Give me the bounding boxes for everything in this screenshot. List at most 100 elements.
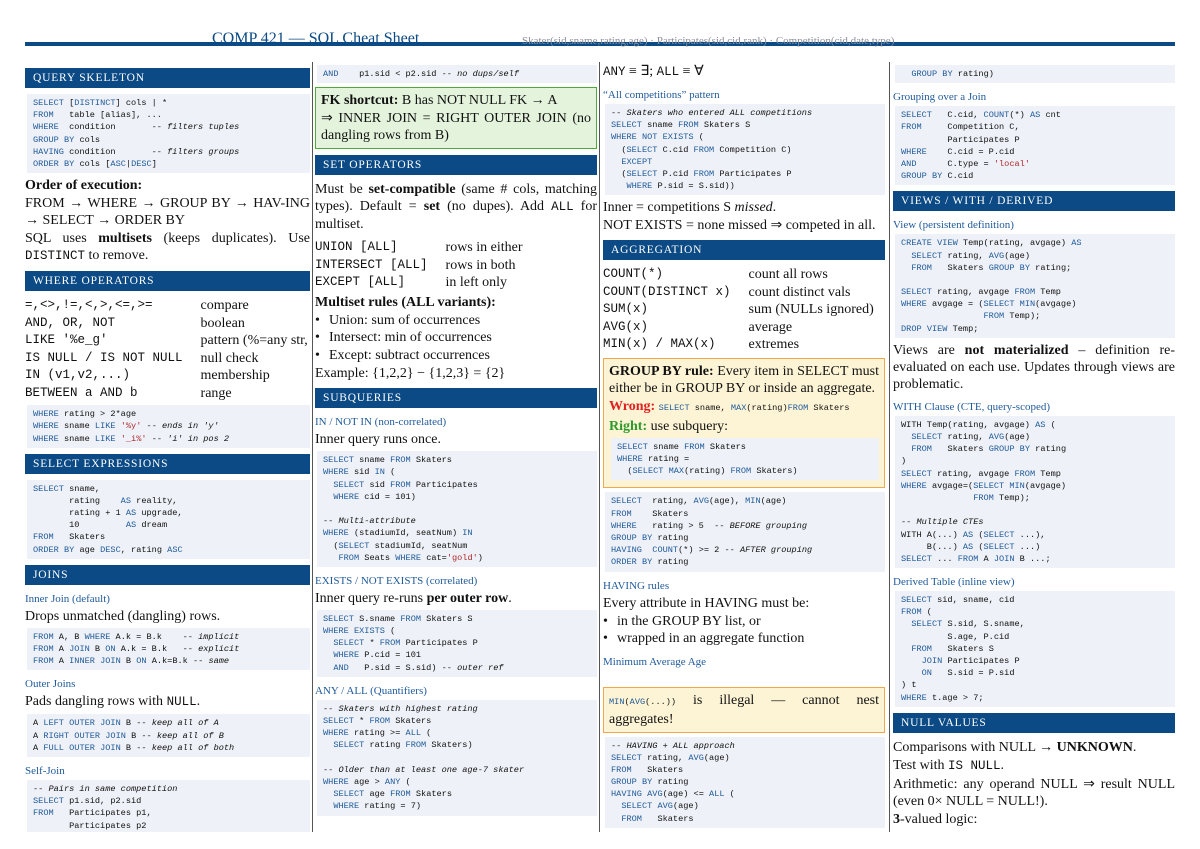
- paragraph: Arithmetic: any operand NULL ⇒ result NU…: [893, 776, 1175, 810]
- code-line: SELECT [DISTINCT] cols | *: [33, 98, 168, 108]
- code-line: ): [901, 456, 907, 467]
- text-segment: .: [1132, 739, 1137, 755]
- section-header-query-skeleton: QUERY SKELETON: [25, 68, 310, 88]
- subheading: WITH Clause (CTE, query-scoped): [893, 400, 1051, 413]
- code-line: [901, 504, 1169, 516]
- bullet-list: • Union: sum of occurrences • Intersect: mi…: [315, 312, 597, 365]
- text-segment: not materialized: [964, 342, 1069, 358]
- code-line: FROM Skaters: [611, 764, 684, 775]
- code-line: rating AS reality,: [33, 495, 178, 506]
- code-line: [323, 503, 591, 515]
- table-cell-syntax: MIN(x) / MAX(x): [603, 337, 716, 352]
- code-line: AND C.type = 'local': [901, 158, 1030, 169]
- subheading: Inner Join (default): [25, 592, 110, 605]
- code-line: [323, 752, 591, 764]
- code-block: GROUP BY rating): [895, 65, 1175, 84]
- column-divider: [599, 62, 600, 832]
- code-block: -- HAVING + ALL approach SELECT rating, A…: [605, 736, 885, 828]
- column-1: QUERY SKELETON SELECT [DISTINCT] cols | *…: [25, 62, 310, 832]
- subheading: IN / NOT IN (non-correlated): [315, 416, 447, 429]
- code-line: ORDER BY cols [ASC|DESC]: [33, 158, 157, 169]
- text-segment: Union: sum of occurrences: [329, 312, 481, 328]
- code-line: SELECT p1.sid, p2.sid: [33, 796, 142, 807]
- table-cell-meaning: in left only: [445, 275, 507, 291]
- code-line: JOIN Participates P: [921, 656, 1020, 666]
- text-segment: ANY: [603, 65, 626, 79]
- column-divider: [312, 62, 313, 832]
- bullet-icon: •: [315, 347, 320, 363]
- code-line: EXCEPT: [621, 156, 653, 167]
- code-line: FROM Seats WHERE cat='gold'): [338, 552, 483, 563]
- paragraph: NOT EXISTS = none missed ⇒ competed in a…: [603, 217, 885, 234]
- code-line: WHERE condition -- filters tuples: [33, 122, 240, 133]
- code-line: FROM table [alias], ...: [33, 110, 162, 121]
- code-line: WHERE t.age > 7;: [901, 692, 984, 703]
- code-line: SELECT C.cid, COUNT(*) AS cnt: [901, 110, 1061, 121]
- text-segment: Order of execution:: [25, 178, 143, 194]
- code-line: -- Multi-attribute: [323, 516, 416, 527]
- code-line: SELECT S.sname FROM Skaters S: [323, 613, 473, 624]
- paragraph: Every attribute in HAVING must be:: [603, 595, 885, 612]
- text-segment: use subquery:: [647, 418, 729, 434]
- code-block: SELECT sid, sname, cid FROM ( SELECT S.si…: [895, 591, 1175, 707]
- text-segment: – definition re-evaluated on each use. U…: [893, 342, 1175, 392]
- code-line: FROM Participates p1,: [33, 808, 152, 819]
- code-line: WITH Temp(rating, avgage) AS (: [901, 419, 1056, 430]
- code-line: WHERE rating > 2*age: [33, 409, 137, 420]
- paragraph: FK shortcut: B has NOT NULL FK → A: [321, 92, 591, 109]
- code-line: FROM Competition C,: [901, 122, 1020, 133]
- code-line: WHERE rating > 5 -- BEFORE grouping: [611, 520, 807, 531]
- list-item: • wrapped in an aggregate function: [603, 630, 885, 648]
- text-segment: SQL uses: [25, 231, 99, 247]
- code-line: SELECT AVG(age): [621, 801, 699, 812]
- text-segment: Right:: [609, 418, 648, 434]
- code-line: FROM A INNER JOIN B ON A.k=B.k -- same: [33, 656, 230, 667]
- code-block: SELECT sname FROM Skaters WHERE sid IN ( …: [317, 451, 597, 567]
- code-block: AND p1.sid < p2.sid -- no dups/self: [317, 65, 597, 84]
- code-line: Participates P: [901, 134, 1020, 145]
- text-segment: Drops unmatched (dangling) rows.: [25, 608, 221, 624]
- table-cell-meaning: count distinct vals: [748, 284, 851, 300]
- table-cell-syntax: AND, OR, NOT: [25, 315, 116, 330]
- text-segment: set: [423, 199, 441, 215]
- paragraph: ⇒ INNER JOIN = RIGHT OUTER JOIN (no dang…: [321, 110, 591, 144]
- code-line: FROM Skaters: [611, 508, 689, 519]
- code-line: SELECT rating, AVG(age), MIN(age): [611, 496, 787, 507]
- table-cell-meaning: average: [748, 319, 793, 335]
- code-line: SELECT rating, AVG(age): [611, 752, 730, 763]
- table-cell-syntax: SUM(x): [603, 302, 649, 317]
- text-segment: (no dupes). Add: [440, 199, 552, 215]
- bullet-icon: •: [315, 312, 320, 328]
- code-block: SELECT C.cid, COUNT(*) AS cnt FROM Compet…: [895, 106, 1175, 186]
- code-line: WHERE age > ANY (: [323, 776, 411, 787]
- bullet-icon: •: [603, 631, 608, 646]
- code-line: SELECT sname,: [33, 483, 101, 494]
- code-line: ORDER BY age DESC, rating ASC: [33, 544, 183, 555]
- code-line: Participates p2: [33, 820, 147, 831]
- subheading: Self-Join: [25, 764, 65, 777]
- code-line: FROM (: [901, 607, 932, 618]
- column-divider: [889, 62, 890, 832]
- text-segment: (keeps duplicates). Use: [151, 231, 310, 247]
- text-segment: Comparisons with NULL →: [893, 739, 1057, 755]
- text-segment: Multiset rules (ALL variants):: [315, 294, 496, 310]
- code-line: GROUP BY rating): [911, 69, 994, 79]
- column-2: AND p1.sid < p2.sid -- no dups/self FK sh…: [315, 62, 597, 832]
- table-cell-syntax: =,<>,!=,<,>,<=,>=: [25, 298, 153, 313]
- section-header-joins: JOINS: [25, 564, 310, 585]
- text-segment: Every item in SELECT must either be in G…: [609, 363, 879, 396]
- paragraph: Test with IS NULL.: [893, 757, 1175, 775]
- code-line: SELECT rating, AVG(age): [911, 250, 1030, 261]
- code-block: WITH Temp(rating, avgage) AS ( SELECT ra…: [895, 415, 1175, 569]
- warning-box: GROUP BY rule: Every item in SELECT must…: [603, 357, 885, 489]
- header-rule: [25, 42, 1175, 46]
- paragraph: Inner query runs once.: [315, 431, 597, 448]
- list-item: • Union: sum of occurrences: [315, 312, 597, 330]
- text-segment: ALL: [656, 65, 680, 79]
- text-segment: Except: subtract occurrences: [329, 347, 490, 363]
- paragraph: GROUP BY rule: Every item in SELECT must…: [609, 363, 879, 397]
- code-line: (SELECT stadiumId, seatNum: [323, 540, 468, 551]
- code-line: HAVING COUNT(*) >= 2 -- AFTER grouping: [611, 545, 813, 556]
- code-line: WITH A(...) AS (SELECT ...),: [901, 529, 1046, 540]
